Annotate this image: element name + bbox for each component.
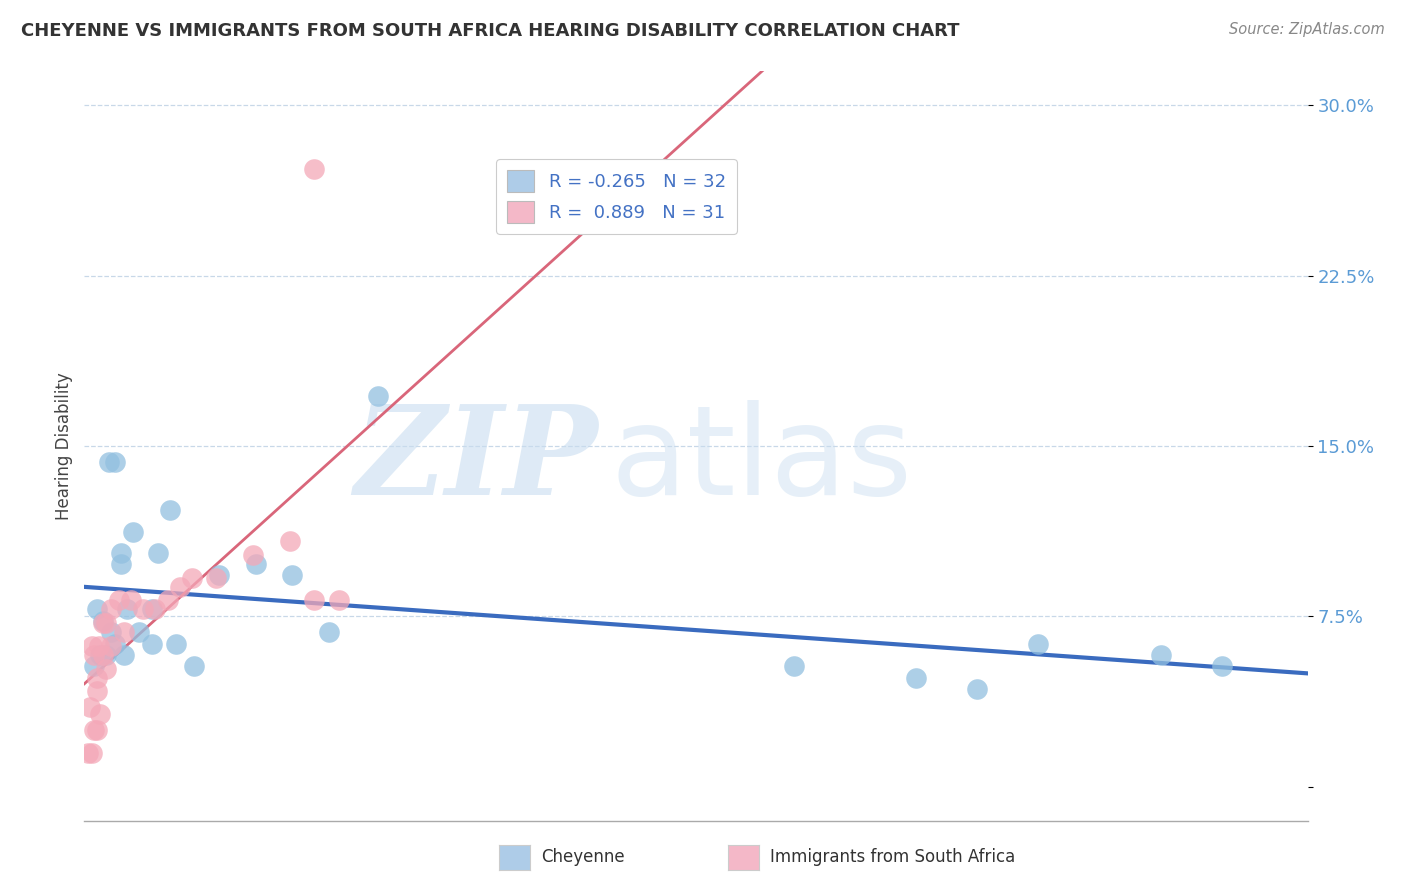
Point: [905, 671, 928, 685]
Point: [165, 636, 187, 650]
Point: [278, 534, 301, 549]
Point: [156, 593, 179, 607]
Text: ZIP: ZIP: [354, 401, 598, 522]
Text: CHEYENNE VS IMMIGRANTS FROM SOUTH AFRICA HEARING DISABILITY CORRELATION CHART: CHEYENNE VS IMMIGRANTS FROM SOUTH AFRICA…: [21, 22, 959, 40]
Point: [112, 648, 135, 662]
Point: [146, 546, 169, 560]
Point: [1150, 648, 1173, 662]
Point: [141, 636, 163, 650]
Point: [281, 568, 304, 582]
Point: [242, 548, 264, 562]
Point: [86, 723, 108, 737]
Point: [328, 593, 350, 607]
Point: [104, 455, 127, 469]
Point: [159, 502, 181, 516]
Point: [87, 639, 110, 653]
Point: [79, 700, 101, 714]
Point: [83, 659, 105, 673]
Point: [318, 625, 340, 640]
Point: [128, 625, 150, 640]
Text: Immigrants from South Africa: Immigrants from South Africa: [770, 848, 1015, 866]
Point: [122, 525, 145, 540]
Point: [143, 602, 166, 616]
Point: [1211, 659, 1233, 673]
Text: Source: ZipAtlas.com: Source: ZipAtlas.com: [1229, 22, 1385, 37]
Point: [304, 593, 326, 607]
Point: [783, 659, 806, 673]
Point: [83, 648, 105, 662]
Point: [120, 593, 142, 607]
Point: [169, 580, 191, 594]
Point: [89, 648, 111, 662]
Point: [96, 648, 118, 662]
Point: [83, 723, 105, 737]
Point: [245, 557, 267, 571]
Point: [91, 614, 114, 628]
Point: [80, 746, 103, 760]
Legend: R = -0.265   N = 32, R =  0.889   N = 31: R = -0.265 N = 32, R = 0.889 N = 31: [496, 159, 737, 234]
Point: [100, 639, 122, 653]
Point: [89, 706, 111, 721]
Y-axis label: Hearing Disability: Hearing Disability: [55, 372, 73, 520]
Point: [132, 602, 155, 616]
Point: [304, 161, 326, 176]
Point: [100, 602, 122, 616]
Point: [208, 568, 231, 582]
Point: [110, 546, 132, 560]
Point: [91, 648, 114, 662]
Point: [97, 455, 120, 469]
Point: [141, 602, 163, 616]
Point: [96, 616, 118, 631]
Point: [86, 671, 108, 685]
Point: [1028, 636, 1050, 650]
Point: [367, 389, 389, 403]
Point: [181, 571, 204, 585]
Point: [104, 636, 127, 650]
Point: [115, 602, 138, 616]
Point: [86, 684, 108, 698]
Point: [96, 661, 118, 675]
Point: [100, 625, 122, 640]
Point: [77, 746, 100, 760]
Point: [110, 557, 132, 571]
Text: Cheyenne: Cheyenne: [541, 848, 624, 866]
Point: [91, 616, 114, 631]
Point: [80, 639, 103, 653]
Point: [183, 659, 205, 673]
Point: [966, 681, 988, 696]
Point: [205, 571, 228, 585]
Point: [86, 602, 108, 616]
Point: [112, 625, 135, 640]
Point: [107, 593, 129, 607]
Text: atlas: atlas: [610, 401, 912, 522]
